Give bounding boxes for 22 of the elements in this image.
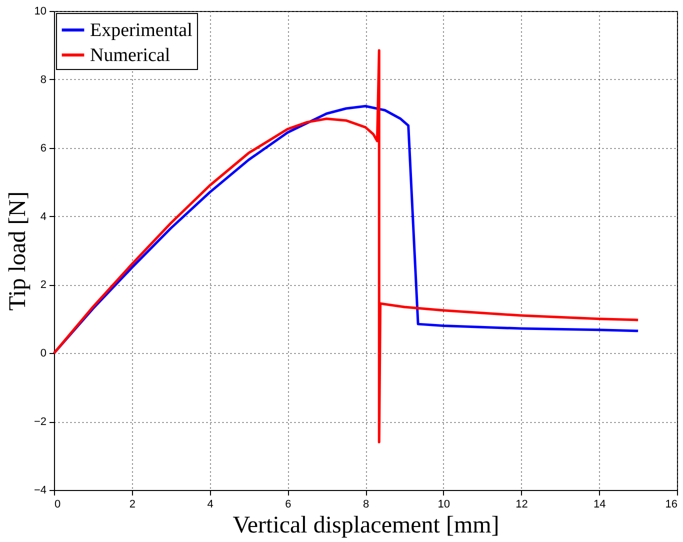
x-tick-label: 14: [594, 498, 606, 510]
y-tick-label: 4: [40, 210, 46, 223]
legend-label: Experimental: [90, 20, 192, 41]
x-axis-title: Vertical displacement [mm]: [232, 512, 500, 538]
line-series: [52, 49, 640, 444]
x-tick-label: 6: [285, 498, 292, 510]
legend-label: Numerical: [90, 45, 170, 66]
y-tick-label: 10: [34, 6, 46, 18]
x-tick-label: 2: [129, 498, 136, 510]
y-tick-label: 0: [40, 348, 46, 360]
y-tick-label: −2: [34, 416, 46, 428]
x-tick-label: 16: [665, 498, 678, 510]
y-tick-label: 6: [40, 142, 46, 154]
x-tick-label: 8: [362, 498, 370, 510]
x-tick-label: 12: [516, 498, 528, 510]
x-tick-label: 4: [207, 498, 214, 510]
x-tick-label: 0: [54, 498, 61, 510]
y-axis-title: Tip load [N]: [4, 191, 31, 311]
y-tick-label: 8: [40, 74, 46, 86]
x-tick-label: 10: [438, 498, 450, 510]
y-tick-label: −4: [34, 484, 46, 496]
y-tick-label: 2: [40, 279, 46, 292]
